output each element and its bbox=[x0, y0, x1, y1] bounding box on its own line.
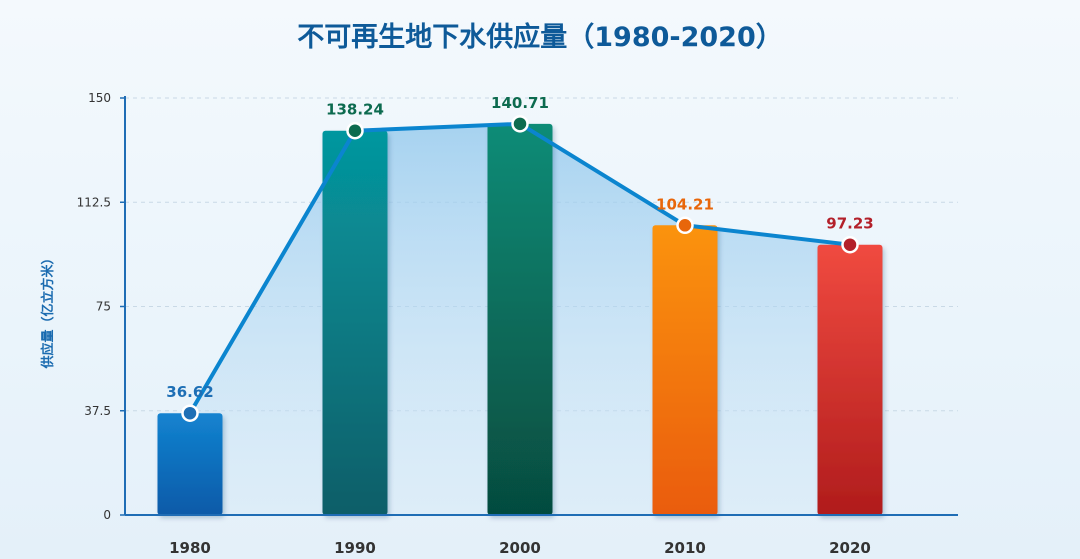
data-label-2020: 97.23 bbox=[826, 215, 873, 233]
bar-2010 bbox=[652, 225, 718, 515]
y-tick-label: 0 bbox=[103, 508, 111, 522]
x-tick-label: 2020 bbox=[829, 539, 871, 557]
data-label-1980: 36.62 bbox=[166, 383, 213, 401]
y-tick-label: 37.5 bbox=[84, 404, 111, 418]
x-ticks: 1980 1990 2000 2010 2020 bbox=[169, 539, 871, 557]
bar-2020 bbox=[817, 244, 883, 515]
data-label-2010: 104.21 bbox=[656, 195, 714, 213]
point-2020 bbox=[841, 235, 859, 254]
data-labels: 36.62 138.24 140.71 104.21 97.23 bbox=[166, 94, 873, 401]
points bbox=[181, 115, 859, 422]
y-ticks: 0 37.5 75 112.5 150 bbox=[77, 91, 125, 522]
data-label-2000: 140.71 bbox=[491, 94, 549, 112]
x-tick-label: 2010 bbox=[664, 539, 706, 557]
point-2000 bbox=[511, 115, 529, 133]
chart-title: 不可再生地下水供应量（1980-2020） bbox=[297, 21, 783, 53]
x-tick-label: 2000 bbox=[499, 539, 541, 557]
bars bbox=[157, 123, 883, 515]
point-1990 bbox=[346, 121, 364, 140]
bar-1990 bbox=[322, 130, 388, 515]
point-2010 bbox=[676, 216, 694, 235]
bar-1980 bbox=[157, 413, 223, 515]
axes bbox=[124, 96, 958, 516]
y-axis-label: 供应量（亿立方米） bbox=[40, 251, 56, 369]
y-tick-label: 150 bbox=[88, 91, 111, 105]
data-label-1990: 138.24 bbox=[326, 101, 384, 119]
y-tick-label: 75 bbox=[96, 300, 111, 314]
bar-2000 bbox=[487, 123, 553, 515]
point-1980 bbox=[181, 404, 199, 422]
x-tick-label: 1990 bbox=[334, 539, 376, 557]
y-tick-label: 112.5 bbox=[77, 195, 111, 209]
x-tick-label: 1980 bbox=[169, 539, 211, 557]
